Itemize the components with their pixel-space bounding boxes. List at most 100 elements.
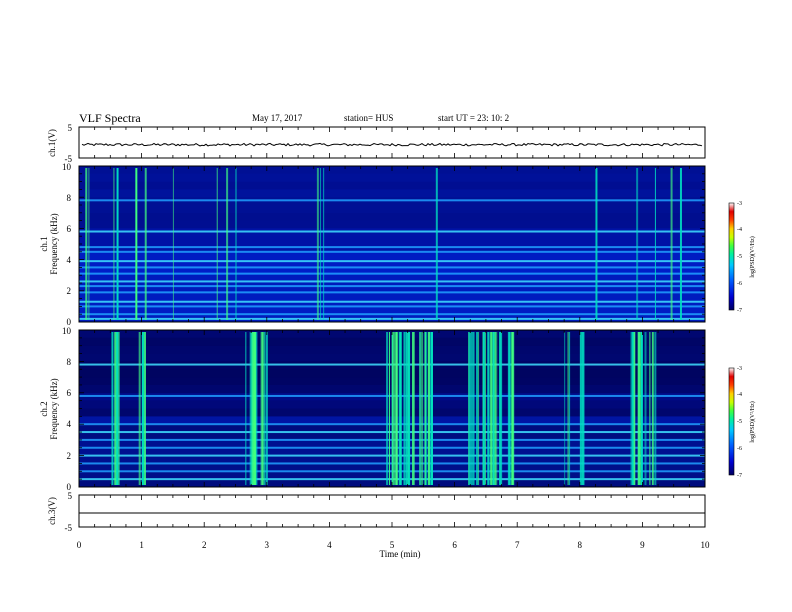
spectrogram-texture xyxy=(79,212,705,221)
spectrogram-burst xyxy=(249,332,252,485)
ch1-colorbar xyxy=(728,202,735,311)
spectrogram-band xyxy=(79,291,705,294)
spectrogram-burst xyxy=(226,168,229,320)
spectrogram-burst xyxy=(468,332,471,485)
spectrogram-burst xyxy=(404,332,407,485)
spectrogram-burst xyxy=(399,332,402,485)
header-station: station= HUS xyxy=(344,113,394,123)
spectrogram-burst xyxy=(644,332,647,485)
spectrogram-burst xyxy=(388,332,390,485)
spectrogram-burst xyxy=(323,168,325,320)
spectrogram-burst xyxy=(564,332,566,485)
spectrogram-burst xyxy=(582,332,585,485)
x-tick-label: 6 xyxy=(452,540,457,550)
spectrogram-burst xyxy=(484,332,486,485)
spectrogram-burst xyxy=(141,332,144,485)
spectrogram-burst xyxy=(495,332,498,485)
spectrogram-burst xyxy=(427,332,430,485)
spectrogram-burst xyxy=(143,332,146,485)
ch1-voltage-ytick-top: 5 xyxy=(68,123,73,133)
ch2-colorbar-tick-m4: -4 xyxy=(737,392,742,398)
spectrogram-burst xyxy=(630,332,632,485)
spectrogram-band xyxy=(79,250,705,253)
spectrogram-burst xyxy=(408,332,411,485)
spectrogram-burst xyxy=(260,332,262,485)
spectrogram-texture xyxy=(79,205,705,213)
spectrogram-burst xyxy=(421,332,424,485)
x-tick-label: 10 xyxy=(701,540,711,550)
spectrogram-burst xyxy=(492,332,494,485)
spectrogram-burst xyxy=(652,332,655,485)
spectrogram-texture xyxy=(79,236,705,244)
spectrogram-burst xyxy=(649,332,651,485)
x-tick-label: 5 xyxy=(390,540,395,550)
spectrogram-burst xyxy=(411,332,414,485)
spectrogram-burst xyxy=(424,332,426,485)
spectrogram-burst xyxy=(435,168,438,320)
spectrogram-burst xyxy=(487,332,490,485)
spectrogram-band xyxy=(79,266,705,269)
x-tick-label: 9 xyxy=(640,540,645,550)
ch1-spec-ylabel-channel: ch.1 xyxy=(39,236,49,251)
spectrogram-burst xyxy=(651,332,653,485)
spectrogram-texture xyxy=(79,275,705,283)
spectrogram-band xyxy=(79,246,705,249)
spectrogram-burst xyxy=(253,332,256,485)
spectrogram-burst xyxy=(654,332,657,485)
ch1-colorbar-tick-m5: -5 xyxy=(737,254,742,260)
spectrogram-texture xyxy=(79,181,705,190)
spectrogram-burst xyxy=(235,168,237,320)
spectrogram-burst xyxy=(113,168,115,320)
spectrogram-burst xyxy=(640,332,643,485)
x-tick-label: 8 xyxy=(578,540,583,550)
spectrogram-burst xyxy=(263,332,266,485)
spectrogram-band xyxy=(79,300,705,303)
ch2-spec-ytick-8: 8 xyxy=(67,357,72,367)
ch2-spec-ytick-2: 2 xyxy=(67,451,72,461)
ch1-spec-ytick-8: 8 xyxy=(67,193,72,203)
ch1-spectrogram-image xyxy=(79,166,705,322)
spectrogram-burst xyxy=(579,332,582,485)
spectrogram-burst xyxy=(413,332,415,485)
ch2-spec-ylabel-frequency: Frequency (kHz) xyxy=(49,378,59,439)
ch2-spec-ytick-10: 10 xyxy=(62,326,72,336)
ch1-voltage-panel xyxy=(78,126,706,159)
ch2-spec-ylabel-channel: ch.2 xyxy=(39,401,49,416)
ch1-colorbar-tick-m3: -3 xyxy=(737,201,742,207)
ch2-colorbar-tick-m7: -7 xyxy=(737,473,742,479)
spectrogram-burst xyxy=(494,332,496,485)
ch1-spec-ytick-4: 4 xyxy=(67,255,72,265)
spectrogram-texture xyxy=(79,220,705,229)
ch1-spec-ylabel-frequency: Frequency (kHz) xyxy=(49,213,59,274)
spectrogram-burst xyxy=(111,332,114,485)
x-tick-label: 3 xyxy=(265,540,270,550)
spectrogram-burst xyxy=(138,332,141,485)
spectrogram-burst xyxy=(395,332,398,485)
ch3-voltage-ylabel: ch.3(V) xyxy=(47,497,57,525)
ch1-colorbar-tick-m7: -7 xyxy=(737,308,742,314)
spectrogram-burst xyxy=(482,332,485,485)
spectrogram-burst xyxy=(85,168,88,320)
axis-ticks xyxy=(78,127,706,527)
ch2-colorbar-tick-m3: -3 xyxy=(737,366,742,372)
ch2-spec-ytick-6: 6 xyxy=(67,388,72,398)
spectrogram-burst xyxy=(425,332,428,485)
spectrogram-burst xyxy=(255,332,258,485)
ch1-spec-ytick-2: 2 xyxy=(67,286,72,296)
ch1-colorbar-label: log(PSD)(V²/Hz) xyxy=(749,236,756,277)
chart-title: VLF Spectra xyxy=(79,111,141,125)
spectrogram-burst xyxy=(316,168,319,320)
ch1-voltage-ytick-bottom: -5 xyxy=(65,154,73,164)
spectrogram-burst xyxy=(476,332,479,485)
x-tick-label: 7 xyxy=(515,540,520,550)
spectrogram-burst xyxy=(670,168,673,320)
spectrogram-burst xyxy=(470,332,473,485)
x-axis-label: Time (min) xyxy=(380,549,421,559)
ch3-voltage-panel xyxy=(78,494,706,528)
spectrogram-burst xyxy=(116,168,119,320)
spectrogram-burst xyxy=(252,332,255,485)
ch3-voltage-ytick-top: 5 xyxy=(68,491,73,501)
spectrogram-burst xyxy=(472,332,475,485)
ch2-spec-ytick-0: 0 xyxy=(67,482,72,492)
